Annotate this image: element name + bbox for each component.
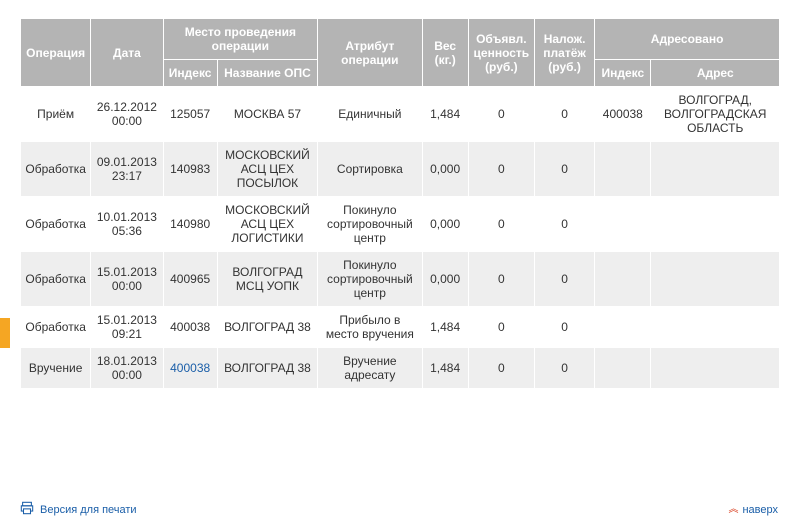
- cell-date: 09.01.2013 23:17: [91, 142, 163, 197]
- table-row: Приём26.12.2012 00:00125057МОСКВА 57Един…: [21, 87, 780, 142]
- cell-date: 15.01.2013 00:00: [91, 252, 163, 307]
- cell-attribute: Сортировка: [318, 142, 422, 197]
- cell-date: 26.12.2012 00:00: [91, 87, 163, 142]
- table-row: Обработка09.01.2013 23:17140983МОСКОВСКИ…: [21, 142, 780, 197]
- table-row: Вручение18.01.2013 00:00400038ВОЛГОГРАД …: [21, 348, 780, 389]
- back-to-top-label: наверх: [742, 504, 778, 516]
- col-group-addressed: Адресовано: [595, 19, 780, 60]
- print-version-label: Версия для печати: [40, 504, 137, 516]
- cell-declared-value: 0: [468, 307, 534, 348]
- cell-date: 15.01.2013 09:21: [91, 307, 163, 348]
- cell-cod: 0: [534, 307, 594, 348]
- table-row: Обработка15.01.2013 09:21400038ВОЛГОГРАД…: [21, 307, 780, 348]
- page-footer: Версия для печати ︽ наверх: [20, 501, 778, 518]
- cell-addr-address: [651, 348, 780, 389]
- cell-index: 140980: [163, 197, 217, 252]
- cell-index: 400038: [163, 307, 217, 348]
- cell-date: 10.01.2013 05:36: [91, 197, 163, 252]
- cell-ops-name: ВОЛГОГРАД МСЦ УОПК: [217, 252, 317, 307]
- cell-cod: 0: [534, 142, 594, 197]
- cell-addr-address: [651, 197, 780, 252]
- col-ops-name: Название ОПС: [217, 60, 317, 87]
- cell-weight: 0,000: [422, 252, 468, 307]
- cell-weight: 0,000: [422, 142, 468, 197]
- cell-operation: Обработка: [21, 197, 91, 252]
- cell-addr-address: [651, 252, 780, 307]
- cell-declared-value: 0: [468, 197, 534, 252]
- col-index: Индекс: [163, 60, 217, 87]
- cell-attribute: Покинуло сортировочный центр: [318, 197, 422, 252]
- col-attribute: Атрибут операции: [318, 19, 422, 87]
- cell-attribute: Вручение адресату: [318, 348, 422, 389]
- cell-addr-index: 400038: [595, 87, 651, 142]
- table-row: Обработка10.01.2013 05:36140980МОСКОВСКИ…: [21, 197, 780, 252]
- cell-addr-address: [651, 142, 780, 197]
- col-declared-value: Объявл. ценность (руб.): [468, 19, 534, 87]
- cell-ops-name: МОСКОВСКИЙ АСЦ ЦЕХ ЛОГИСТИКИ: [217, 197, 317, 252]
- cell-date: 18.01.2013 00:00: [91, 348, 163, 389]
- cell-operation: Обработка: [21, 307, 91, 348]
- cell-attribute: Прибыло в место вручения: [318, 307, 422, 348]
- cell-weight: 1,484: [422, 87, 468, 142]
- printer-icon: [20, 501, 34, 518]
- tracking-table-container: Операция Дата Место проведения операции …: [20, 18, 780, 389]
- cell-operation: Обработка: [21, 252, 91, 307]
- cell-addr-address: [651, 307, 780, 348]
- table-header: Операция Дата Место проведения операции …: [21, 19, 780, 87]
- col-addr-address: Адрес: [651, 60, 780, 87]
- cell-ops-name: ВОЛГОГРАД 38: [217, 348, 317, 389]
- cell-declared-value: 0: [468, 348, 534, 389]
- cell-attribute: Покинуло сортировочный центр: [318, 252, 422, 307]
- cell-weight: 1,484: [422, 348, 468, 389]
- cell-ops-name: МОСКВА 57: [217, 87, 317, 142]
- back-to-top-link[interactable]: ︽ наверх: [728, 504, 778, 516]
- cell-operation: Вручение: [21, 348, 91, 389]
- cell-addr-index: [595, 348, 651, 389]
- chevron-up-icon: ︽: [728, 505, 738, 515]
- cell-cod: 0: [534, 87, 594, 142]
- cell-ops-name: МОСКОВСКИЙ АСЦ ЦЕХ ПОСЫЛОК: [217, 142, 317, 197]
- cell-weight: 0,000: [422, 197, 468, 252]
- cell-addr-index: [595, 142, 651, 197]
- col-cod: Налож. платёж (руб.): [534, 19, 594, 87]
- cell-ops-name: ВОЛГОГРАД 38: [217, 307, 317, 348]
- col-date: Дата: [91, 19, 163, 87]
- side-accent-stripe: [0, 318, 10, 348]
- cell-declared-value: 0: [468, 87, 534, 142]
- cell-cod: 0: [534, 348, 594, 389]
- cell-cod: 0: [534, 252, 594, 307]
- table-body: Приём26.12.2012 00:00125057МОСКВА 57Един…: [21, 87, 780, 389]
- cell-index: 125057: [163, 87, 217, 142]
- cell-attribute: Единичный: [318, 87, 422, 142]
- cell-index[interactable]: 400038: [163, 348, 217, 389]
- cell-operation: Приём: [21, 87, 91, 142]
- cell-addr-index: [595, 307, 651, 348]
- cell-declared-value: 0: [468, 252, 534, 307]
- cell-index: 140983: [163, 142, 217, 197]
- cell-addr-index: [595, 197, 651, 252]
- col-group-place: Место проведения операции: [163, 19, 318, 60]
- col-addr-index: Индекс: [595, 60, 651, 87]
- table-row: Обработка15.01.2013 00:00400965ВОЛГОГРАД…: [21, 252, 780, 307]
- col-operation: Операция: [21, 19, 91, 87]
- cell-declared-value: 0: [468, 142, 534, 197]
- tracking-table: Операция Дата Место проведения операции …: [20, 18, 780, 389]
- cell-addr-address: ВОЛГОГРАД, ВОЛГОГРАДСКАЯ ОБЛАСТЬ: [651, 87, 780, 142]
- cell-weight: 1,484: [422, 307, 468, 348]
- cell-operation: Обработка: [21, 142, 91, 197]
- cell-cod: 0: [534, 197, 594, 252]
- cell-addr-index: [595, 252, 651, 307]
- print-version-link[interactable]: Версия для печати: [20, 501, 137, 518]
- cell-index: 400965: [163, 252, 217, 307]
- col-weight: Вес (кг.): [422, 19, 468, 87]
